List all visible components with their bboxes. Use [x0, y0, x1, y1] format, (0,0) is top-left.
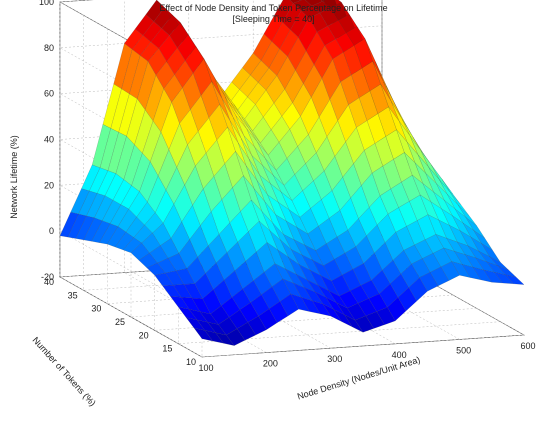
z-tick-label: 0 — [49, 226, 54, 236]
x-tick-label: 100 — [198, 363, 213, 373]
z-axis-label: Network Lifetime (%) — [8, 135, 19, 219]
y-tick-label: 15 — [162, 344, 172, 354]
y-tick-label: 35 — [68, 290, 78, 300]
z-tick-label: 20 — [44, 180, 54, 190]
chart-subtitle: [Sleeping Time = 40] — [232, 14, 315, 24]
x-tick-label: 500 — [456, 345, 471, 355]
y-tick-label: 25 — [115, 317, 125, 327]
x-tick-label: 300 — [327, 354, 342, 364]
surface-mesh — [59, 0, 525, 346]
y-tick-label: 10 — [186, 357, 196, 367]
z-tick-label: -20 — [41, 272, 54, 282]
z-tick-label: 80 — [44, 43, 54, 53]
x-tick-label: 600 — [520, 341, 535, 351]
z-tick-label: 40 — [44, 135, 54, 145]
z-tick-label: 100 — [39, 0, 54, 7]
surface-patch — [505, 274, 525, 285]
y-tick-label: 40 — [44, 277, 54, 287]
tick-labels: -20 0 20 40 60 80 100 100 200 300 400 500 600 10 15 20 2… — [39, 0, 536, 373]
x-tick-label: 400 — [392, 350, 407, 360]
y-tick-label: 30 — [91, 304, 101, 314]
x-tick-label: 200 — [263, 359, 278, 369]
z-tick-label: 60 — [44, 89, 54, 99]
y-tick-label: 20 — [139, 330, 149, 340]
chart-title: Effect of Node Density and Token Percent… — [159, 3, 388, 13]
surface-patch — [320, 0, 326, 2]
